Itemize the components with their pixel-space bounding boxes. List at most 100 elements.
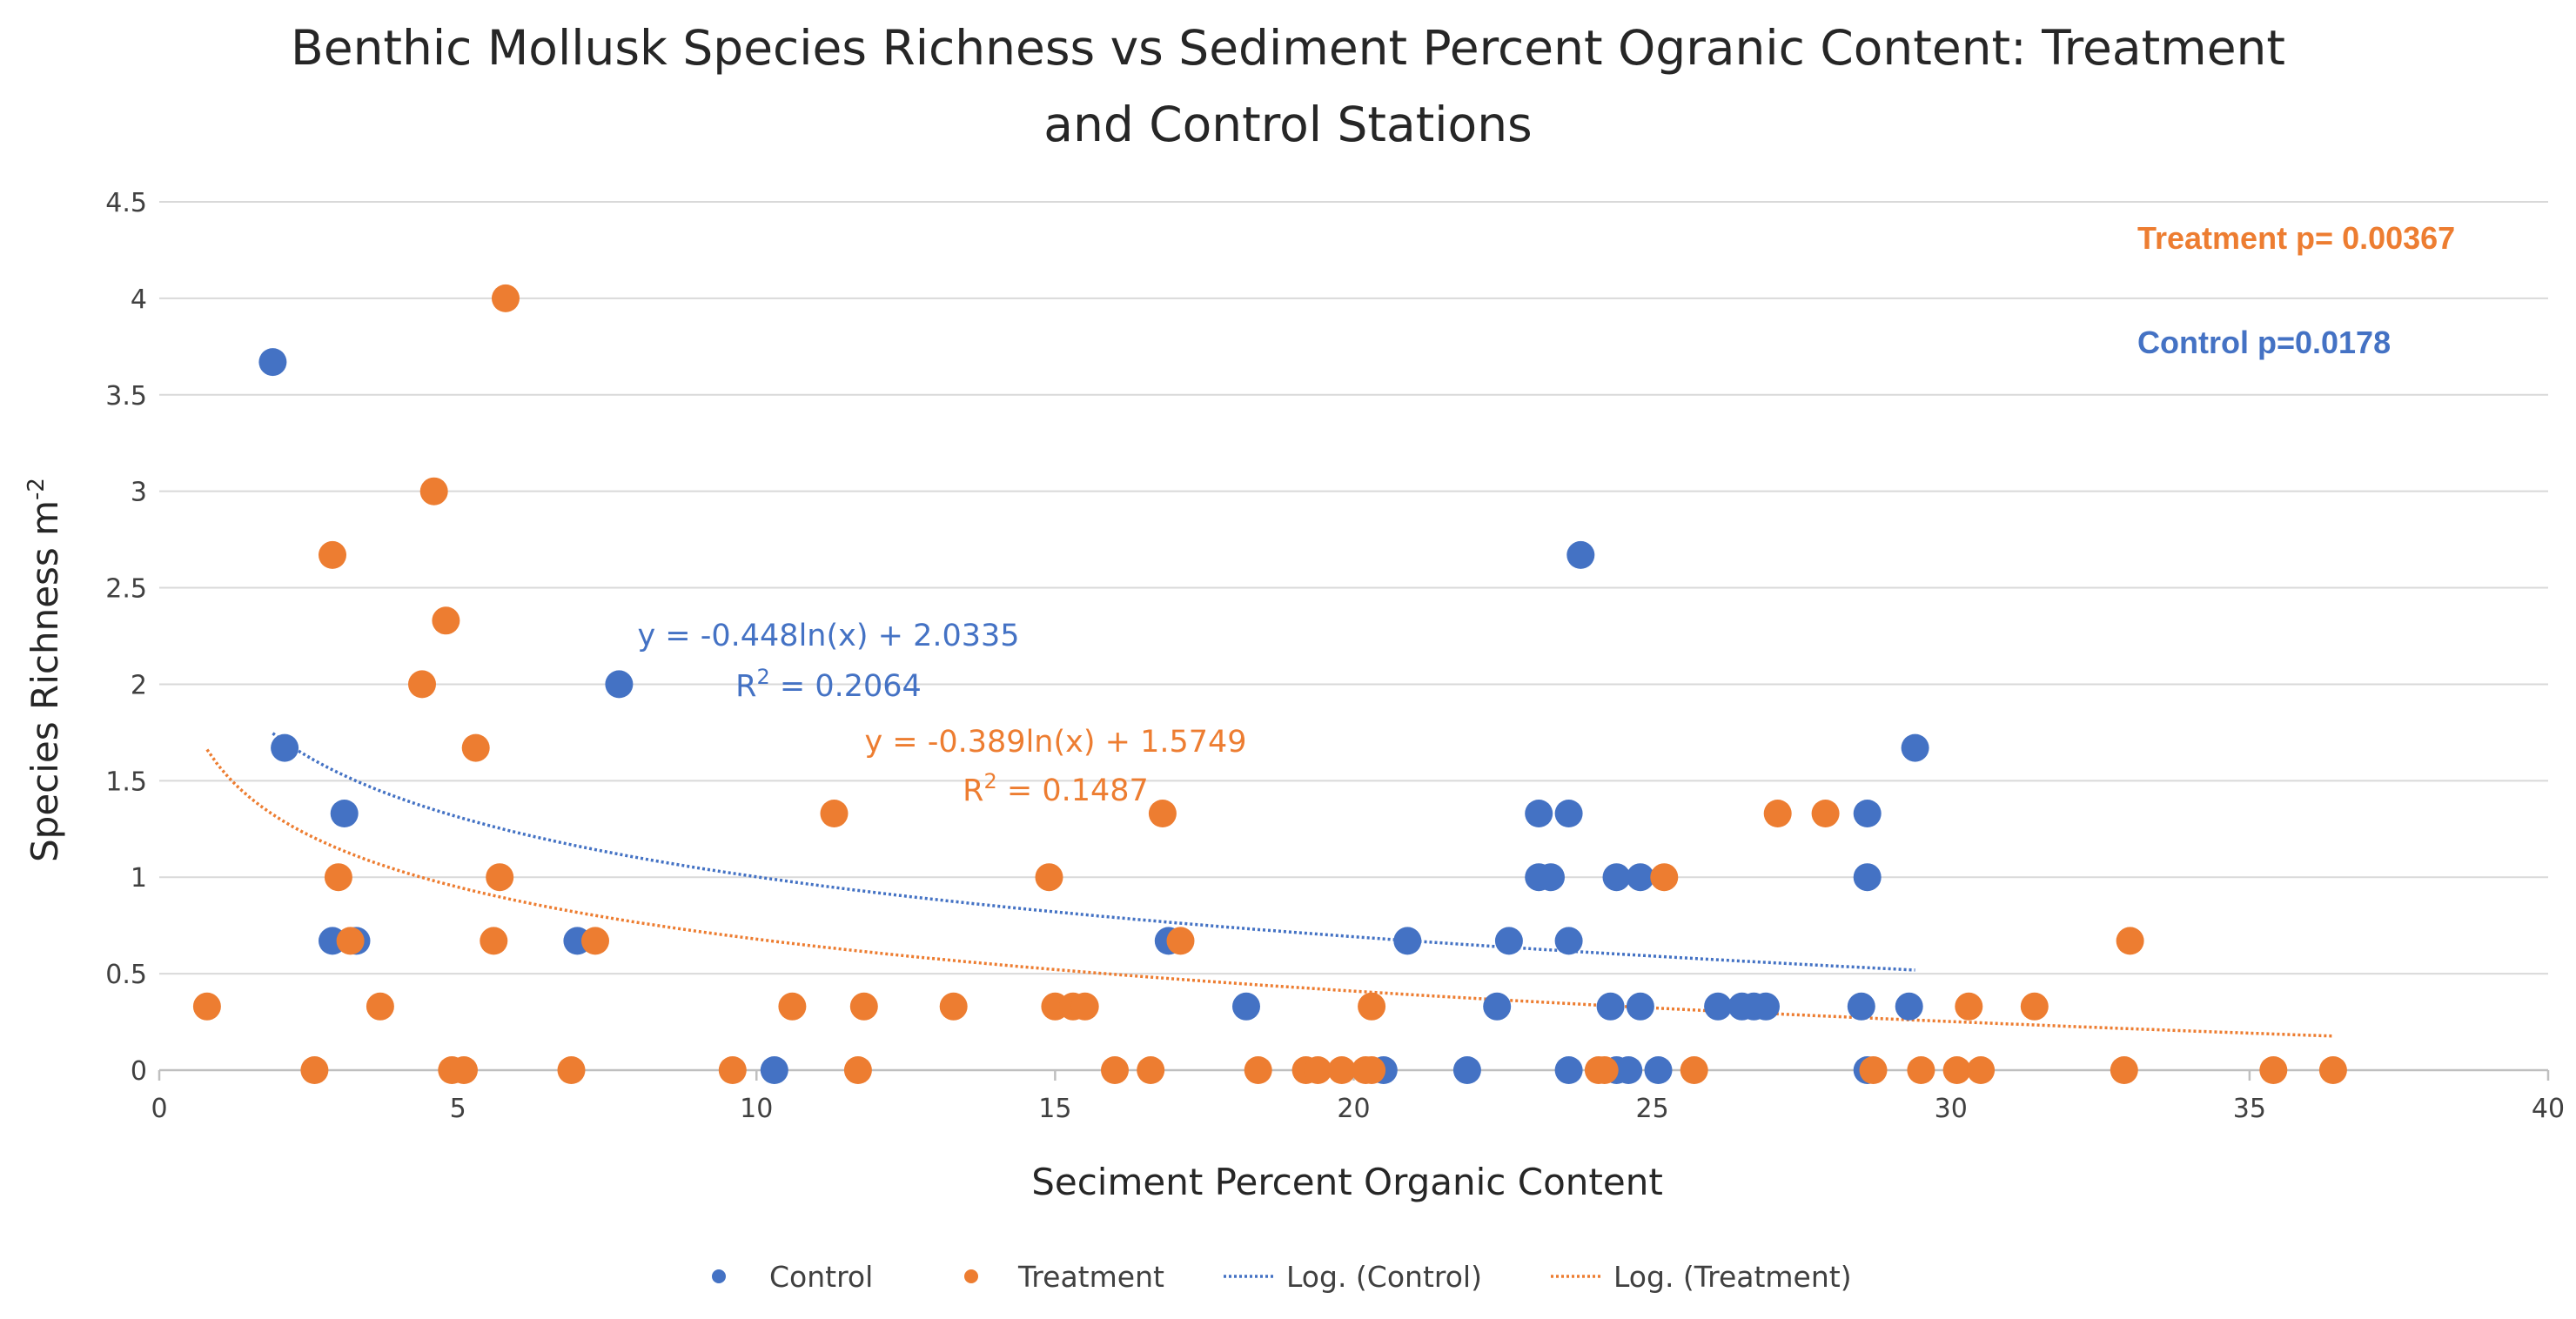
- x-tick-label: 15: [1038, 1094, 1071, 1124]
- control-point: [1853, 800, 1882, 827]
- control-point: [1554, 1056, 1583, 1084]
- control-point: [258, 348, 287, 377]
- control-point: [1895, 992, 1923, 1021]
- control-point: [1452, 1056, 1481, 1084]
- control-point: [1901, 733, 1929, 762]
- control-p-value: Control p=0.0178: [2137, 325, 2391, 360]
- treatment-point: [718, 1056, 747, 1084]
- control-point: [1626, 992, 1654, 1021]
- treatment-point: [557, 1056, 586, 1084]
- legend: Control Treatment Log. (Control) Log. (T…: [712, 1260, 1852, 1294]
- treatment-point: [2318, 1056, 2347, 1084]
- x-tick-label: 10: [740, 1094, 773, 1124]
- y-tick-label: 3.5: [105, 381, 147, 412]
- x-tick-label: 40: [2532, 1094, 2565, 1124]
- treatment-point: [581, 927, 609, 955]
- treatment-point: [1763, 800, 1792, 827]
- treatment-point: [450, 1056, 478, 1084]
- treatment-point: [366, 992, 394, 1021]
- control-point: [1483, 992, 1512, 1021]
- y-tick-label: 2.5: [105, 574, 147, 605]
- y-tick-label: 1: [131, 863, 147, 894]
- y-tick-label: 0.5: [105, 960, 147, 990]
- control-point: [1494, 927, 1523, 955]
- treatment-r-squared: R2 = 0.1487: [963, 769, 1149, 808]
- treatment-point: [1590, 1056, 1619, 1084]
- x-axis-title: Seciment Percent Organic Content: [1031, 1161, 1663, 1203]
- y-axis-title: Species Richness m-2: [23, 478, 66, 862]
- y-tick-label: 1.5: [105, 767, 147, 797]
- y-tick-label: 2: [131, 670, 147, 700]
- control-point: [1853, 863, 1882, 892]
- y-axis-title-superscript: -2: [23, 478, 50, 500]
- treatment-point: [1166, 927, 1195, 955]
- treatment-point: [319, 540, 346, 569]
- treatment-r-squared-value: = 0.1487: [997, 773, 1149, 808]
- y-tick-label: 0: [131, 1056, 147, 1087]
- gridlines: [159, 201, 2548, 975]
- legend-treatment-label: Treatment: [1017, 1260, 1164, 1294]
- control-r-squared: R2 = 0.2064: [735, 665, 922, 704]
- control-point: [1596, 992, 1625, 1021]
- x-tick-label: 0: [151, 1094, 167, 1124]
- treatment-point: [1304, 1056, 1332, 1084]
- control-point: [330, 800, 359, 827]
- treatment-point: [1358, 992, 1386, 1021]
- treatment-point: [1137, 1056, 1165, 1084]
- treatment-point: [300, 1056, 329, 1084]
- treatment-point: [2116, 927, 2144, 955]
- treatment-point: [1327, 1056, 1356, 1084]
- treatment-point: [432, 606, 460, 635]
- treatment-point: [2020, 992, 2049, 1021]
- control-r-squared-value: = 0.2064: [770, 669, 922, 704]
- treatment-point: [1955, 992, 1983, 1021]
- control-point: [605, 670, 634, 699]
- treatment-point: [1859, 1056, 1888, 1084]
- treatment-point: [1811, 800, 1840, 827]
- treatment-point: [492, 284, 520, 312]
- chart-title-line-1: Benthic Mollusk Species Richness vs Sedi…: [291, 20, 2285, 76]
- control-point: [1752, 992, 1780, 1021]
- treatment-point: [1967, 1056, 1996, 1084]
- legend-control-marker: [712, 1269, 726, 1283]
- control-point: [1644, 1056, 1673, 1084]
- treatment-r-squared-r: R: [963, 773, 983, 808]
- chart-title-line-2: and Control Stations: [1043, 97, 1532, 152]
- treatment-point: [461, 733, 490, 762]
- control-r-squared-sup: 2: [757, 665, 770, 689]
- treatment-point: [820, 800, 849, 827]
- treatment-point: [2110, 1056, 2138, 1084]
- control-point: [1537, 863, 1565, 892]
- control-point: [1704, 992, 1733, 1021]
- treatment-point: [324, 863, 352, 892]
- control-point: [1566, 540, 1595, 569]
- treatment-point: [843, 1056, 872, 1084]
- x-tick-label: 20: [1337, 1094, 1370, 1124]
- treatment-point: [2259, 1056, 2288, 1084]
- legend-treatment-trend-label: Log. (Treatment): [1613, 1260, 1852, 1294]
- trendline-control: [272, 732, 1915, 972]
- control-point: [271, 733, 299, 762]
- treatment-point: [1244, 1056, 1272, 1084]
- control-point: [1614, 1056, 1643, 1084]
- treatment-point: [1680, 1056, 1708, 1084]
- control-r-squared-r: R: [735, 669, 756, 704]
- x-tick-label: 25: [1636, 1094, 1669, 1124]
- treatment-point: [1942, 1056, 1971, 1084]
- treatment-point: [1070, 992, 1099, 1021]
- y-tick-label: 4.5: [105, 188, 147, 218]
- treatment-point: [486, 863, 514, 892]
- treatment-point: [849, 992, 878, 1021]
- control-point: [1554, 927, 1583, 955]
- treatment-point: [480, 927, 508, 955]
- treatment-point: [939, 992, 968, 1021]
- control-equation: y = -0.448ln(x) + 2.0335: [637, 619, 1019, 653]
- control-point: [1626, 863, 1654, 892]
- treatment-point: [1148, 800, 1177, 827]
- treatment-point: [192, 992, 221, 1021]
- trendline-treatment: [205, 748, 2333, 1038]
- legend-control-trend-label: Log. (Control): [1286, 1260, 1482, 1294]
- data-points: [192, 284, 2347, 1084]
- x-tick-label: 35: [2233, 1094, 2266, 1124]
- y-tick-label: 3: [131, 478, 147, 508]
